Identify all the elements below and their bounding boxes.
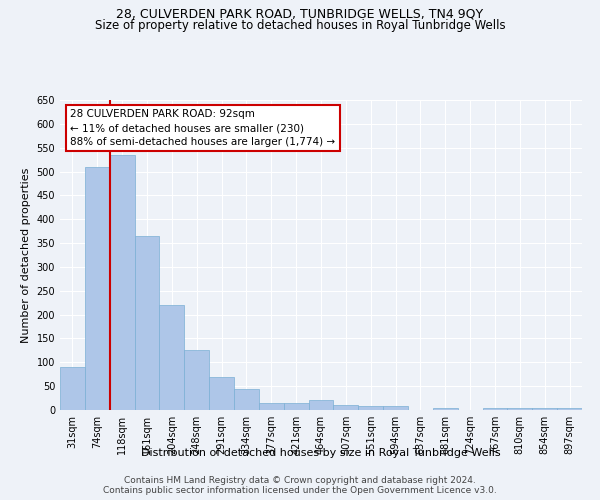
Bar: [284, 403, 308, 410]
Text: Size of property relative to detached houses in Royal Tunbridge Wells: Size of property relative to detached ho…: [95, 18, 505, 32]
Bar: [433, 408, 458, 410]
Bar: [110, 155, 134, 410]
Bar: [482, 408, 508, 410]
Bar: [184, 350, 209, 410]
Text: 28 CULVERDEN PARK ROAD: 92sqm
← 11% of detached houses are smaller (230)
88% of : 28 CULVERDEN PARK ROAD: 92sqm ← 11% of d…: [70, 110, 335, 148]
Bar: [532, 408, 557, 410]
Bar: [234, 388, 259, 410]
Bar: [85, 167, 110, 410]
Bar: [259, 403, 284, 410]
Text: Contains public sector information licensed under the Open Government Licence v3: Contains public sector information licen…: [103, 486, 497, 495]
Text: Distribution of detached houses by size in Royal Tunbridge Wells: Distribution of detached houses by size …: [141, 448, 501, 458]
Bar: [134, 236, 160, 410]
Bar: [60, 367, 85, 410]
Bar: [508, 408, 532, 410]
Y-axis label: Number of detached properties: Number of detached properties: [21, 168, 31, 342]
Bar: [334, 405, 358, 410]
Bar: [308, 400, 334, 410]
Bar: [383, 406, 408, 410]
Bar: [160, 305, 184, 410]
Text: Contains HM Land Registry data © Crown copyright and database right 2024.: Contains HM Land Registry data © Crown c…: [124, 476, 476, 485]
Bar: [209, 376, 234, 410]
Bar: [557, 408, 582, 410]
Text: 28, CULVERDEN PARK ROAD, TUNBRIDGE WELLS, TN4 9QY: 28, CULVERDEN PARK ROAD, TUNBRIDGE WELLS…: [116, 8, 484, 20]
Bar: [358, 406, 383, 410]
